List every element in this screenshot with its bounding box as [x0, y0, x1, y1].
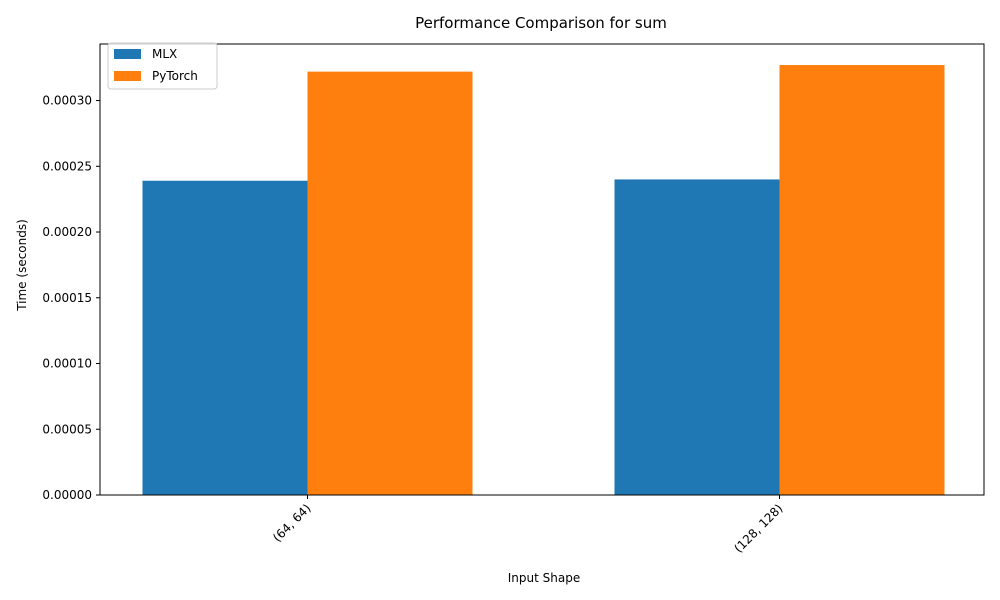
y-tick-label: 0.00000 — [42, 488, 92, 502]
legend-label-pytorch: PyTorch — [152, 69, 198, 83]
y-tick-label: 0.00030 — [42, 94, 92, 108]
x-axis: (64, 64) (128, 128) — [270, 495, 786, 556]
y-tick-label: 0.00025 — [42, 159, 92, 173]
bar-pytorch-0 — [307, 71, 473, 495]
y-tick-label: 0.00015 — [42, 291, 92, 305]
y-axis: 0.00000 0.00005 0.00010 0.00015 0.00020 0.000… — [42, 94, 100, 502]
chart-title: Performance Comparison for sum — [415, 14, 667, 32]
x-axis-label: Input Shape — [508, 571, 580, 585]
x-tick-label: (64, 64) — [270, 501, 314, 545]
y-tick-label: 0.00020 — [42, 225, 92, 239]
plot-frame — [99, 43, 985, 496]
y-axis-label: Time (seconds) — [15, 219, 29, 312]
bar-mlx-0 — [142, 180, 308, 496]
y-tick-label: 0.00005 — [42, 422, 92, 436]
legend-label-mlx: MLX — [152, 47, 177, 61]
legend-swatch-mlx — [114, 49, 141, 59]
y-tick-label: 0.00010 — [42, 357, 92, 371]
bar-mlx-1 — [614, 179, 780, 495]
bar-pytorch-1 — [779, 65, 945, 495]
legend-swatch-pytorch — [114, 71, 141, 81]
legend: MLX PyTorch — [107, 42, 218, 90]
bars-group — [142, 65, 945, 496]
x-tick-label: (128, 128) — [731, 501, 785, 555]
